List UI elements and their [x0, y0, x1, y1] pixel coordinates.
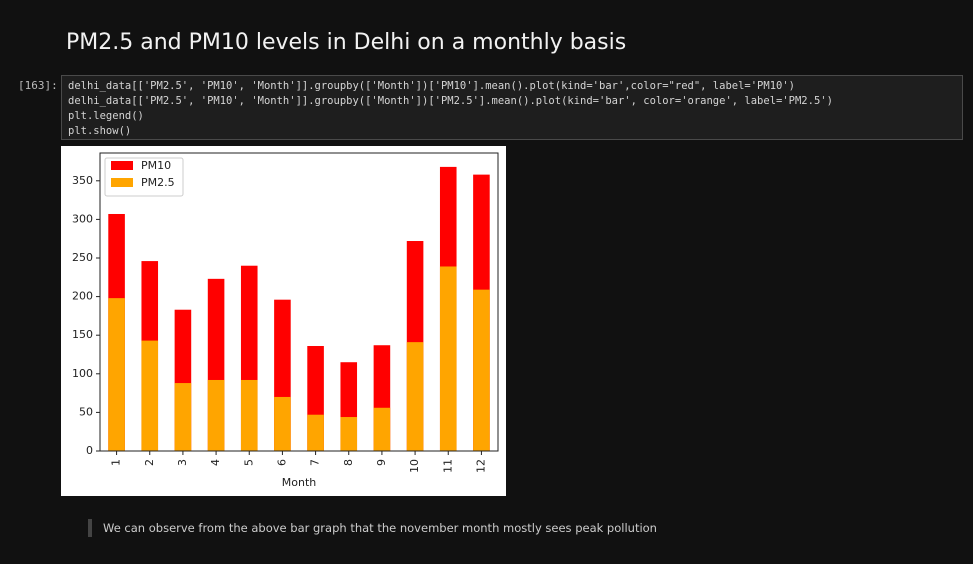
x-tick-label: 7: [309, 459, 322, 466]
bar: [307, 414, 324, 451]
y-tick-label: 100: [72, 367, 93, 380]
y-tick-label: 250: [72, 251, 93, 264]
bar: [207, 379, 225, 451]
plot-frame: [99, 152, 499, 452]
x-tick-label: 6: [275, 459, 288, 466]
bar: [274, 396, 291, 451]
y-tick-label: 150: [72, 328, 93, 341]
code-line: delhi_data[['PM2.5', 'PM10', 'Month']].g…: [68, 80, 795, 92]
x-tick-label: 8: [342, 459, 355, 466]
bar: [240, 379, 258, 451]
y-tick-label: 50: [79, 405, 93, 418]
legend-label: PM2.5: [141, 176, 175, 189]
x-axis-label: Month: [282, 476, 317, 489]
bar: [373, 407, 391, 451]
bar: [141, 340, 159, 451]
heading: PM2.5 and PM10 levels in Delhi on a mont…: [66, 30, 627, 55]
y-tick-label: 350: [72, 174, 93, 187]
x-tick-label: 9: [375, 459, 388, 466]
x-tick-label: 12: [474, 459, 487, 473]
code-cell[interactable]: delhi_data[['PM2.5', 'PM10', 'Month']].g…: [61, 75, 963, 140]
x-tick-label: 2: [143, 459, 156, 466]
x-tick-label: 10: [408, 459, 421, 473]
y-tick-label: 0: [86, 444, 93, 457]
x-tick-label: 11: [441, 459, 454, 473]
bar: [406, 342, 424, 451]
y-tick-label: 200: [72, 290, 93, 303]
bar: [340, 417, 358, 451]
x-tick-label: 5: [242, 459, 255, 466]
x-tick-label: 1: [110, 459, 123, 466]
bar: [439, 266, 457, 451]
code-line: plt.legend(): [68, 110, 144, 122]
code-line: plt.show(): [68, 125, 132, 137]
cell-prompt: [163]:: [18, 79, 58, 92]
y-tick-label: 300: [72, 212, 93, 225]
bar: [174, 383, 192, 451]
note: We can observe from the above bar graph …: [88, 519, 657, 537]
legend-label: PM10: [141, 159, 171, 172]
legend-swatch: [111, 161, 133, 170]
legend-swatch: [111, 178, 133, 187]
bar: [473, 289, 490, 451]
x-tick-label: 4: [209, 459, 222, 466]
bar: [108, 298, 125, 451]
x-tick-label: 3: [176, 459, 189, 466]
code-line: delhi_data[['PM2.5', 'PM10', 'Month']].g…: [68, 95, 833, 107]
